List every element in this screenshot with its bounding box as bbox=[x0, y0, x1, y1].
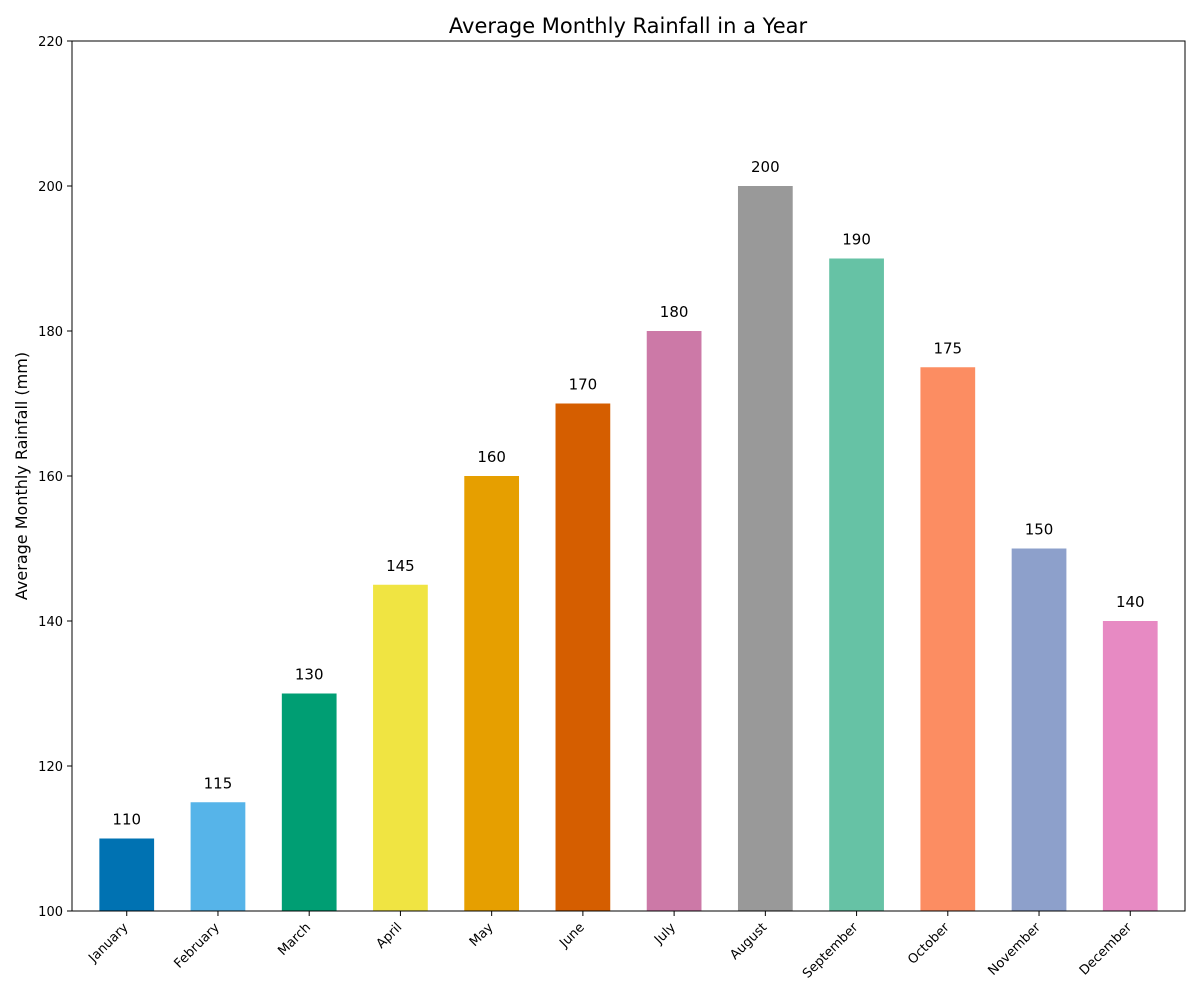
x-tick-label-june: June bbox=[556, 920, 587, 951]
value-label-july: 180 bbox=[660, 303, 689, 321]
bar-august bbox=[737, 186, 793, 911]
bar-september bbox=[829, 258, 884, 911]
chart-title: Average Monthly Rainfall in a Year bbox=[449, 14, 808, 38]
x-tick-label-january: January bbox=[85, 920, 131, 966]
value-label-august: 200 bbox=[751, 158, 780, 176]
bar-april bbox=[373, 584, 428, 911]
bar-june bbox=[555, 403, 611, 911]
y-tick-label: 220 bbox=[38, 35, 63, 50]
y-axis-ticks: 100 120 140 160 180 200 220 bbox=[38, 35, 72, 920]
bar-october bbox=[920, 367, 976, 911]
plot-frame bbox=[71, 40, 1186, 912]
x-tick-label-april: April bbox=[374, 920, 406, 952]
x-axis-ticks: January February March April May June July Augu… bbox=[85, 911, 1136, 982]
value-label-october: 175 bbox=[933, 339, 962, 357]
x-tick-label-december: December bbox=[1077, 920, 1136, 979]
value-label-april: 145 bbox=[386, 557, 415, 575]
value-label-february: 115 bbox=[204, 774, 233, 792]
bar-july bbox=[646, 331, 702, 911]
bars-group bbox=[99, 186, 1158, 911]
y-tick-label: 200 bbox=[38, 180, 63, 195]
bar-january bbox=[99, 838, 155, 911]
y-tick-label: 100 bbox=[38, 905, 63, 920]
value-label-may: 160 bbox=[477, 448, 506, 466]
bar-december bbox=[1102, 621, 1158, 911]
bar-march bbox=[281, 693, 337, 911]
y-tick-label: 180 bbox=[38, 325, 63, 340]
x-tick-label-october: October bbox=[905, 920, 953, 968]
value-label-january: 110 bbox=[112, 811, 141, 829]
x-tick-label-july: July bbox=[651, 920, 679, 948]
value-label-december: 140 bbox=[1116, 593, 1145, 611]
value-label-november: 150 bbox=[1025, 521, 1054, 539]
x-tick-label-march: March bbox=[275, 920, 314, 959]
x-tick-label-august: August bbox=[727, 920, 770, 963]
bar-may bbox=[464, 476, 520, 911]
bar-february bbox=[190, 802, 246, 911]
value-label-march: 130 bbox=[295, 666, 324, 684]
y-tick-label: 120 bbox=[38, 760, 63, 775]
x-tick-label-february: February bbox=[171, 920, 223, 972]
x-tick-label-november: November bbox=[985, 920, 1044, 979]
value-labels-group: 110 115 130 145 160 170 180 200 190 175 150 140 bbox=[112, 158, 1144, 829]
value-label-september: 190 bbox=[842, 231, 871, 249]
y-tick-label: 140 bbox=[38, 615, 63, 630]
y-axis-label: Average Monthly Rainfall (mm) bbox=[12, 352, 31, 600]
x-tick-label-september: September bbox=[800, 920, 862, 982]
bar-november bbox=[1011, 548, 1067, 911]
y-tick-label: 160 bbox=[38, 470, 63, 485]
x-tick-label-may: May bbox=[467, 920, 497, 950]
value-label-june: 170 bbox=[569, 376, 598, 394]
